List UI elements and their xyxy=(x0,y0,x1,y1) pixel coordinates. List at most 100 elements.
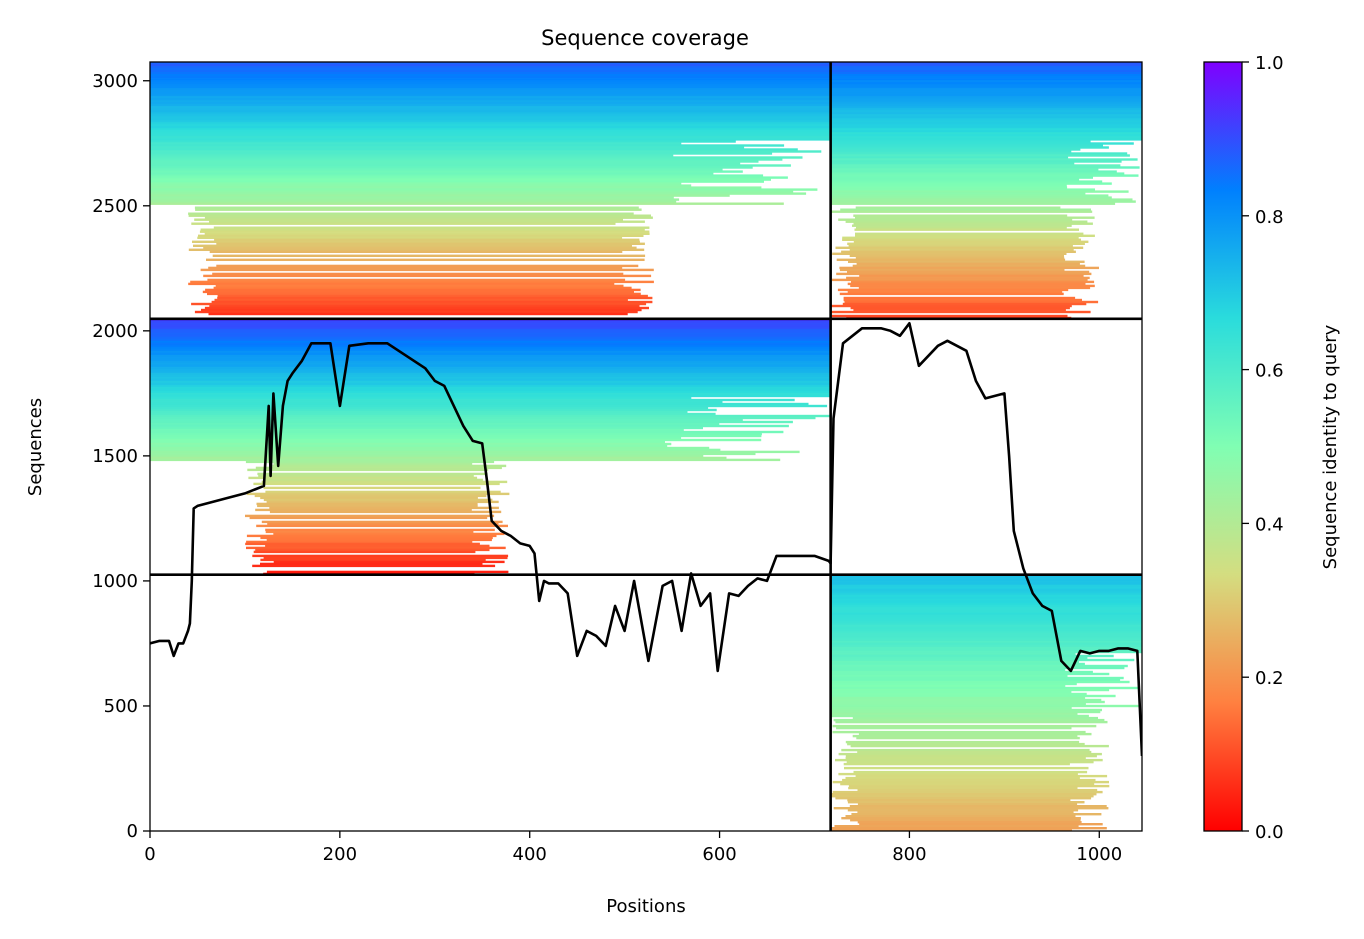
coverage-row xyxy=(848,786,1078,790)
coverage-row xyxy=(150,416,816,420)
coverage-row xyxy=(830,124,1142,127)
coverage-row xyxy=(830,704,1141,708)
coverage-row xyxy=(213,226,650,229)
coverage-row xyxy=(273,532,505,536)
coverage-row xyxy=(209,304,640,308)
coverage-row xyxy=(254,494,487,498)
coverage-line-layer xyxy=(150,321,1142,757)
coverage-row xyxy=(830,584,1142,588)
coverage-row xyxy=(830,144,1103,147)
coverage-row xyxy=(188,282,615,286)
coverage-row xyxy=(830,598,1142,602)
coverage-row xyxy=(856,736,1080,740)
coverage-row xyxy=(830,114,1142,117)
coverage-row xyxy=(831,829,1072,831)
coverage-row xyxy=(150,198,680,201)
coverage-row xyxy=(830,148,1081,151)
coverage-row xyxy=(150,98,831,101)
coverage-row xyxy=(844,300,1099,304)
coverage-row xyxy=(261,480,508,484)
coverage-row xyxy=(188,212,634,215)
coverage-row xyxy=(150,186,762,189)
coverage-row xyxy=(249,516,488,520)
coverage-row xyxy=(830,64,1142,67)
coverage-row xyxy=(150,362,831,366)
coverage-row xyxy=(256,524,508,528)
coverage-row xyxy=(830,168,1099,171)
coverage-row xyxy=(830,84,1142,87)
coverage-row xyxy=(188,214,651,217)
coverage-row xyxy=(830,630,1142,634)
coverage-row xyxy=(830,624,1142,628)
coverage-row xyxy=(858,286,1091,290)
coverage-row xyxy=(150,358,831,362)
coverage-row xyxy=(850,306,1070,310)
y-tick-label: 0 xyxy=(127,821,138,842)
coverage-row xyxy=(150,404,828,408)
coverage-row xyxy=(150,336,831,340)
coverage-row xyxy=(850,819,1081,822)
coverage-row xyxy=(253,550,476,554)
coverage-row xyxy=(204,216,653,219)
coverage-row xyxy=(831,314,1068,318)
coverage-row xyxy=(213,286,632,290)
coverage-row xyxy=(150,426,703,430)
coverage-row xyxy=(831,210,1093,213)
coverage-row xyxy=(830,162,1075,165)
coverage-row xyxy=(150,406,709,410)
coverage-row xyxy=(150,126,831,129)
coverage-row xyxy=(150,456,727,460)
coverage-row xyxy=(843,296,1076,300)
coverage-row xyxy=(830,192,1086,195)
coverage-row xyxy=(150,96,831,99)
coverage-row xyxy=(839,266,1099,270)
coverage-row xyxy=(830,200,1136,203)
coverage-row xyxy=(150,412,716,416)
coverage-row xyxy=(193,244,632,248)
coverage-row xyxy=(830,690,1072,694)
coverage-row xyxy=(150,334,831,338)
coverage-row xyxy=(245,460,495,464)
coverage-row xyxy=(150,112,831,115)
coverage-row xyxy=(150,196,674,199)
coverage-row xyxy=(830,684,1066,688)
coverage-row xyxy=(150,396,692,400)
coverage-row xyxy=(150,102,831,105)
coverage-row xyxy=(830,708,1102,712)
coverage-row xyxy=(273,560,505,564)
coverage-row xyxy=(150,170,743,173)
coverage-row xyxy=(150,140,736,143)
colorbar-tick-label: 0.8 xyxy=(1255,207,1284,228)
coverage-row xyxy=(841,250,1076,254)
coverage-row xyxy=(830,612,1142,616)
coverage-row xyxy=(248,476,478,480)
coverage-row xyxy=(150,388,831,392)
coverage-row xyxy=(245,514,495,518)
coverage-row xyxy=(150,92,831,95)
coverage-row xyxy=(847,809,1079,812)
y-axis-label: Sequences xyxy=(25,398,46,496)
coverage-row xyxy=(830,70,1142,73)
colorbar-ticks: 0.0 0.2 0.4 0.6 0.8 1.0 xyxy=(1242,53,1284,843)
coverage-row xyxy=(830,594,1142,598)
y-tick-label: 1500 xyxy=(92,446,138,467)
coverage-row xyxy=(150,394,831,398)
coverage-row xyxy=(150,62,831,65)
coverage-row xyxy=(830,142,1134,145)
coverage-row xyxy=(150,80,831,83)
coverage-row xyxy=(150,122,831,125)
coverage-row xyxy=(855,206,1061,209)
coverage-row xyxy=(150,68,831,71)
coverage-row xyxy=(830,626,1142,630)
coverage-row xyxy=(843,762,1070,766)
coverage-row xyxy=(830,590,1142,594)
colorbar-tick-label: 0.6 xyxy=(1255,361,1284,382)
coverage-row xyxy=(199,230,650,233)
coverage-row xyxy=(150,108,831,111)
coverage-row xyxy=(265,528,495,532)
coverage-row xyxy=(847,742,1085,746)
coverage-row xyxy=(150,176,788,179)
coverage-row xyxy=(150,160,759,163)
coverage-row xyxy=(150,182,682,185)
coverage-row xyxy=(830,618,1142,622)
